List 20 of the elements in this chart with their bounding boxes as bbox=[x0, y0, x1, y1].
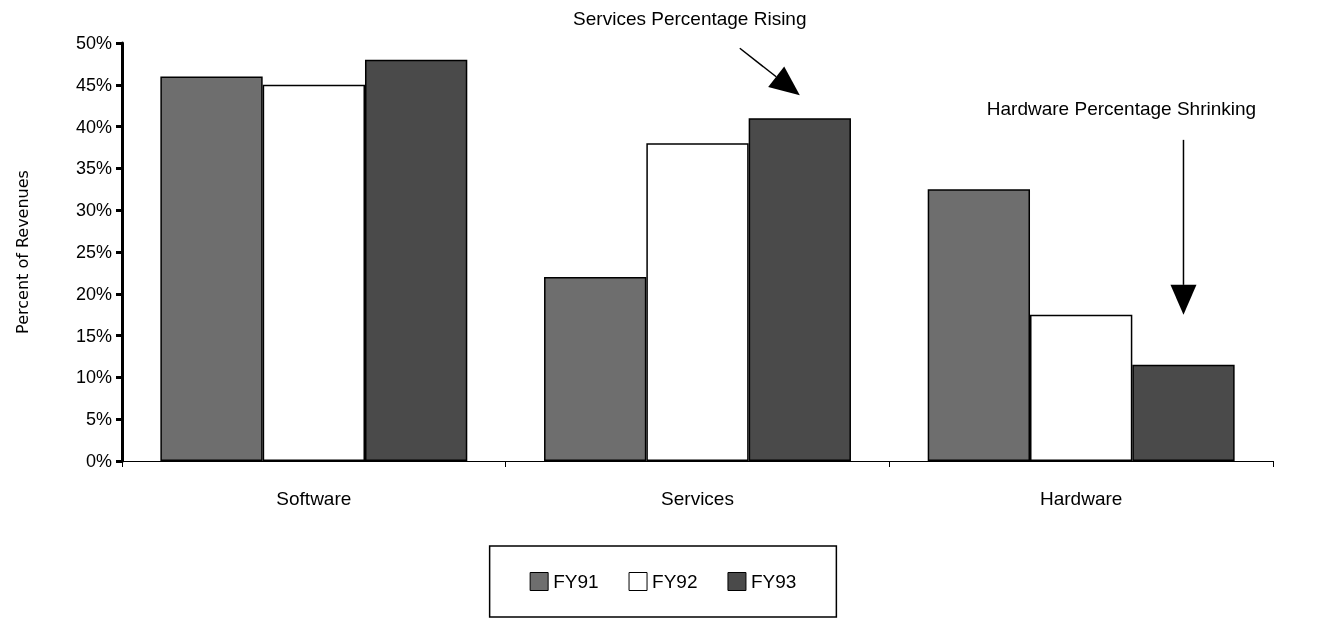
y-tick-label: 20% bbox=[75, 283, 112, 304]
y-tick-label: 30% bbox=[75, 200, 112, 221]
y-tick-label: 15% bbox=[75, 325, 112, 346]
y-tick-label: 45% bbox=[75, 74, 112, 95]
x-tick-label: Hardware bbox=[1039, 488, 1123, 509]
x-tick-label: Software bbox=[276, 488, 352, 509]
legend-label: FY91 bbox=[553, 571, 599, 592]
y-tick-label: 5% bbox=[85, 409, 112, 430]
y-tick-label: 35% bbox=[75, 158, 112, 179]
text: Services Percentage Rising bbox=[573, 8, 807, 30]
y-tick-label: 40% bbox=[75, 116, 112, 137]
x-tick-label: Services bbox=[661, 488, 734, 509]
y-tick-label: 25% bbox=[75, 242, 112, 262]
y-tick-label: 50% bbox=[75, 33, 112, 53]
annotation: Hardware Percentage Shrinking bbox=[986, 97, 1257, 119]
y-tick-label: 10% bbox=[75, 367, 112, 388]
legend-label: FY92 bbox=[652, 571, 698, 592]
y-axis-title: Percent of Revenues bbox=[12, 170, 32, 334]
y-tick-label: 0% bbox=[85, 451, 112, 471]
legend-label: FY93 bbox=[750, 571, 797, 592]
